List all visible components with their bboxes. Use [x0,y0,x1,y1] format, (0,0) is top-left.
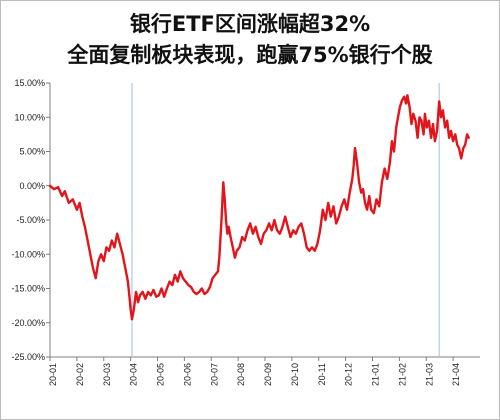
x-tick-label: 21-03 [424,363,434,386]
x-tick-label: 20-02 [75,363,85,386]
axes-layer [46,82,480,361]
x-tick-label: 21-02 [397,363,407,386]
chart-title-line-2: 全面复制板块表现，跑赢75%银行个股 [67,43,433,67]
y-tick-labels-layer: 15.00% 10.00% 5.00% 0.00% -5.00% -10.00% -15.0… [11,78,45,362]
x-tick-label: 20-01 [48,363,58,386]
x-tick-label: 20-06 [182,363,192,386]
x-tick-label: 20-08 [236,363,246,386]
x-tick-label: 20-10 [290,363,300,386]
y-tick-label: -15.00% [11,284,45,294]
x-tick-label: 20-04 [129,363,139,386]
y-tick-label: 0.00% [19,181,45,191]
x-tick-labels-layer: 20-01 20-02 20-03 20-04 20-05 20-06 20-07 20-08… [48,363,461,386]
y-tick-label: -25.00% [11,352,45,362]
x-tick-label: 21-01 [371,363,381,386]
x-tick-label: 20-11 [317,363,327,385]
series-layer [48,94,470,321]
y-tick-label: -5.00% [16,215,45,225]
y-tick-label: 15.00% [14,78,45,88]
y-tick-label: 10.00% [14,112,45,122]
x-tick-label: 20-09 [263,363,273,386]
x-tick-label: 20-05 [156,363,166,386]
x-tick-label: 20-12 [344,363,354,386]
chart-title-line-1: 银行ETF区间涨幅超32% [129,12,371,36]
y-tick-label: -10.00% [11,249,45,259]
x-tick-label: 21-04 [451,363,461,386]
x-tick-label: 20-07 [209,363,219,386]
y-tick-label: 5.00% [19,147,45,157]
x-tick-label: 20-03 [102,363,112,386]
series-line [48,94,470,321]
y-tick-label: -20.00% [11,318,45,328]
